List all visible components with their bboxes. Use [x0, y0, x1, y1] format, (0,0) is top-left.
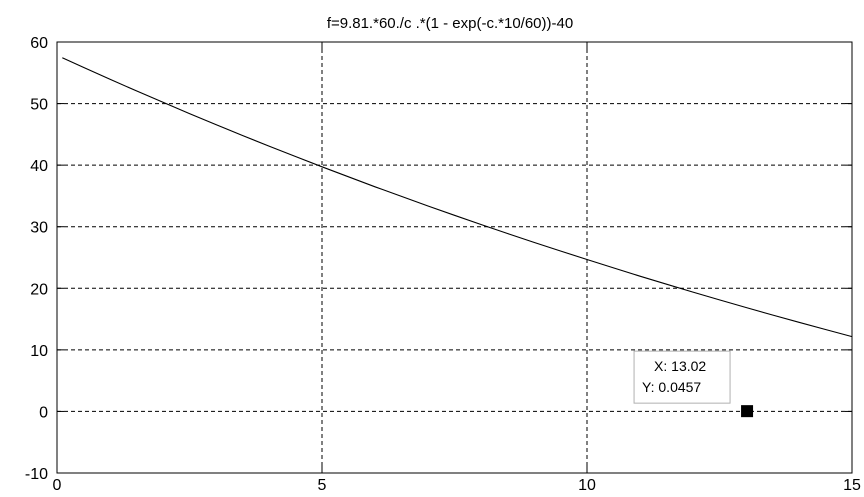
chart-title: f=9.81.*60./c .*(1 - exp(-c.*10/60))-40: [327, 15, 573, 32]
y-tick-label: 40: [30, 158, 48, 175]
y-tick-label: 0: [39, 404, 48, 421]
y-tick-label: 30: [30, 220, 48, 237]
grid: [57, 42, 852, 473]
x-tick-label: 5: [318, 477, 327, 494]
series-line: [62, 57, 853, 338]
datatip-marker[interactable]: [741, 405, 754, 418]
datatip[interactable]: X: 13.02 Y: 0.0457: [633, 350, 754, 418]
datatip-box[interactable]: [633, 350, 731, 404]
x-tick-label: 0: [53, 477, 62, 494]
x-tick-label: 10: [578, 477, 596, 494]
y-tick-label: 60: [30, 35, 48, 52]
ticks: [56, 41, 853, 474]
y-tick-label: -10: [25, 466, 48, 483]
axes-box: [56, 41, 853, 474]
datatip-y-label: Y: 0.0457: [642, 379, 701, 395]
y-tick-label: 50: [30, 97, 48, 114]
datatip-x-label: X: 13.02: [654, 358, 706, 374]
y-tick-label: 10: [30, 343, 48, 360]
x-tick-label: 15: [843, 477, 861, 494]
tick-labels: 0 5 10 15 -10 0 10 20 30 40 50 60: [25, 35, 861, 494]
y-tick-label: 20: [30, 281, 48, 298]
